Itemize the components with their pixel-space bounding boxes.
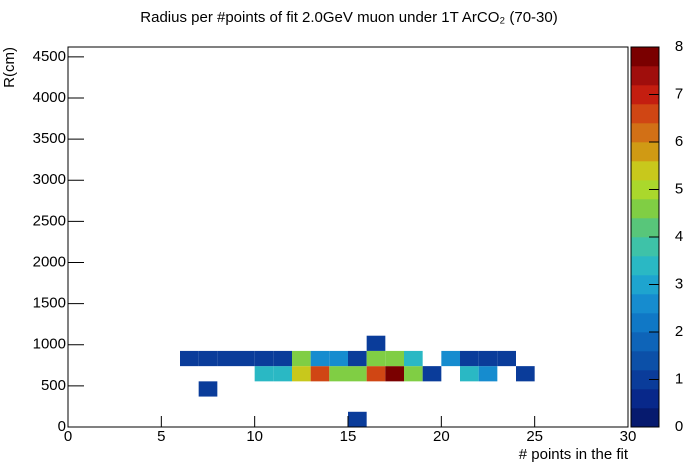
palette-band [631,142,659,162]
cell [366,366,386,382]
cell [254,366,274,382]
cell [198,381,218,397]
cell [385,366,404,382]
palette-band [631,180,659,200]
palette-band [631,199,659,219]
x-tick-label: 0 [64,428,72,445]
palette-band [631,47,659,67]
z-tick-label: 0 [675,418,683,435]
y-tick-label: 4000 [33,89,66,106]
y-tick-label: 1000 [33,336,66,353]
z-tick-label: 3 [675,275,683,292]
x-axis-title: # points in the fit [519,446,629,463]
y-axis-title: R(cm) [1,47,18,88]
y-tick-label: 3000 [33,171,66,188]
cell [310,350,330,367]
cell [180,350,199,367]
cell [292,366,311,382]
cell [478,350,498,367]
y-tick-label: 2500 [33,212,66,229]
z-tick-label: 5 [675,180,683,197]
palette-band [631,313,659,333]
cell [254,350,274,367]
z-tick-label: 8 [675,38,683,55]
y-tick-label: 1500 [33,295,66,312]
cell [478,366,498,382]
cell [348,411,367,427]
cell [441,350,460,367]
chart-title: Radius per #points of fit 2.0GeV muon un… [140,9,557,26]
x-tick-label: 30 [620,428,637,445]
cells [180,335,535,427]
palette-band [631,351,659,371]
palette-band [631,389,659,409]
cell [348,366,367,382]
cell [460,350,479,367]
z-tick-label: 6 [675,133,683,150]
cell [404,350,423,367]
palette-band [631,104,659,124]
cell [310,366,330,382]
palette-band [631,66,659,86]
cell [497,350,516,367]
y-tick-label: 4500 [33,48,66,65]
cell [516,366,535,382]
cell [404,366,423,382]
palette-band [631,161,659,181]
cell [385,350,404,367]
palette-band [631,332,659,352]
palette-band [631,218,659,238]
palette-band [631,123,659,143]
cell [329,350,348,367]
cell [273,350,292,367]
z-tick-label: 1 [675,370,683,387]
palette-band [631,294,659,314]
palette-band [631,237,659,257]
x-tick-label: 5 [157,428,165,445]
z-tick-label: 7 [675,85,683,102]
cell [422,366,442,382]
palette-band [631,85,659,105]
x-tick-label: 10 [246,428,263,445]
z-tick-label: 2 [675,323,683,340]
cell [329,366,348,382]
z-tick-label: 4 [675,228,683,245]
cell [292,350,311,367]
x-tick-label: 20 [433,428,450,445]
palette-band [631,275,659,295]
y-tick-label: 500 [41,377,66,394]
axes: 0 5 10 15 20 25 300500100015002000250030003500… [33,38,684,445]
cell [460,366,479,382]
x-tick-label: 25 [526,428,543,445]
y-tick-label: 0 [58,418,66,435]
palette-band [631,408,659,428]
cell [366,335,386,351]
cell [273,366,292,382]
cell [348,350,367,367]
palette-band [631,370,659,390]
cell [198,350,218,367]
y-tick-label: 3500 [33,130,66,147]
cell [217,350,236,367]
cell [366,350,386,367]
cell [236,350,255,367]
palette-band [631,256,659,276]
y-tick-label: 2000 [33,253,66,270]
x-tick-label: 15 [340,428,357,445]
